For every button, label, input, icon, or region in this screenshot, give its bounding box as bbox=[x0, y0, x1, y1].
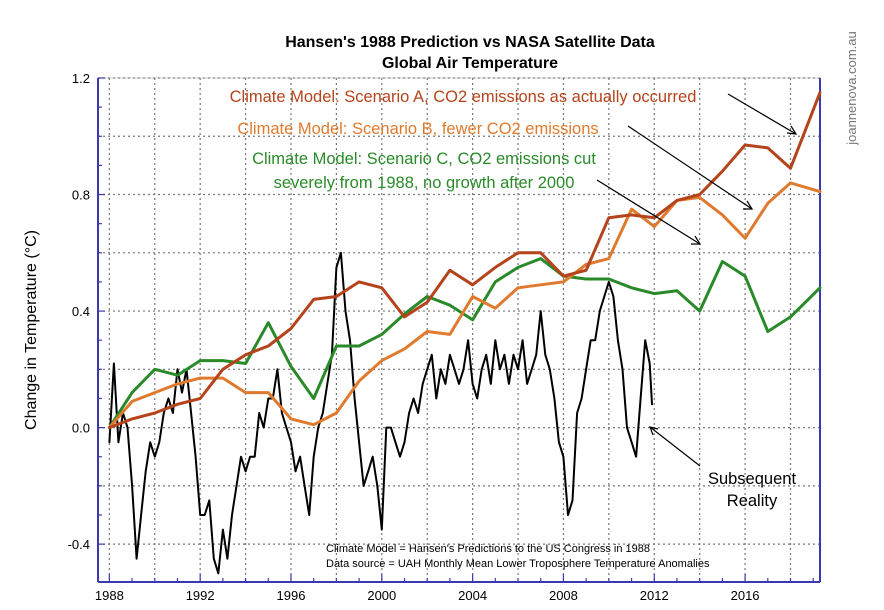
arrowhead-observed bbox=[649, 426, 659, 436]
x-tick-label: 2012 bbox=[640, 588, 669, 603]
annotation-scenario-a: Climate Model: Scenario A, CO2 emissions… bbox=[230, 88, 697, 106]
annotation-scenario-c-line-1: Climate Model: Scenario C, CO2 emissions… bbox=[252, 150, 596, 168]
arrow-scenario-b bbox=[627, 125, 753, 210]
x-tick-label: 1988 bbox=[95, 588, 124, 603]
footnote-1: Climate Model = Hansen's Predictions to … bbox=[326, 543, 650, 555]
arrow-observed bbox=[649, 426, 701, 467]
y-tick-label: 0.4 bbox=[72, 304, 90, 319]
series-line-scenario-b bbox=[107, 181, 822, 430]
chart-subtitle: Global Air Temperature bbox=[382, 55, 558, 72]
annotation-scenario-b: Climate Model: Scenario B, fewer CO2 emi… bbox=[237, 120, 598, 138]
y-tick-label: 0.0 bbox=[72, 421, 90, 436]
x-tick-label: 2016 bbox=[731, 588, 760, 603]
arrowhead-scenario-a bbox=[786, 125, 798, 135]
arrow-scenario-c bbox=[596, 179, 701, 245]
axes bbox=[97, 77, 821, 583]
annotation-arrows bbox=[596, 93, 798, 467]
series-line-scenario-c bbox=[107, 257, 822, 430]
footnote-2: Data source = UAH Monthly Mean Lower Tro… bbox=[326, 558, 710, 570]
annotation-observed-line-1: Subsequent bbox=[708, 470, 796, 488]
y-axis-label: Change in Temperature (°C) bbox=[23, 230, 40, 430]
y-tick-label: -0.4 bbox=[68, 537, 90, 552]
tick-labels: 1988 1992 1996 2000 2004 2008 2012 2016 -0.4 0.0 0… bbox=[68, 71, 760, 603]
series bbox=[107, 91, 822, 575]
y-tick-label: 1.2 bbox=[72, 71, 90, 86]
chart-title: Hansen's 1988 Prediction vs NASA Satelli… bbox=[285, 34, 655, 51]
annotations: Climate Model: Scenario A, CO2 emissions… bbox=[230, 88, 798, 570]
series-line-scenario-a bbox=[107, 91, 822, 430]
arrowhead-scenario-c bbox=[691, 235, 702, 245]
x-tick-label: 2004 bbox=[458, 588, 487, 603]
watermark: joannenova.com.au bbox=[844, 31, 859, 145]
x-tick-label: 2008 bbox=[549, 588, 578, 603]
x-tick-label: 1992 bbox=[186, 588, 215, 603]
x-tick-label: 1996 bbox=[277, 588, 306, 603]
arrow-scenario-a bbox=[727, 93, 797, 135]
y-tick-label: 0.8 bbox=[72, 188, 90, 203]
annotation-observed-line-2: Reality bbox=[727, 492, 778, 510]
annotation-scenario-c-line-2: severely from 1988, no growth after 2000 bbox=[274, 174, 575, 192]
series-line-observed bbox=[108, 251, 653, 575]
x-tick-label: 2000 bbox=[367, 588, 396, 603]
arrowhead-scenario-b bbox=[743, 200, 754, 210]
